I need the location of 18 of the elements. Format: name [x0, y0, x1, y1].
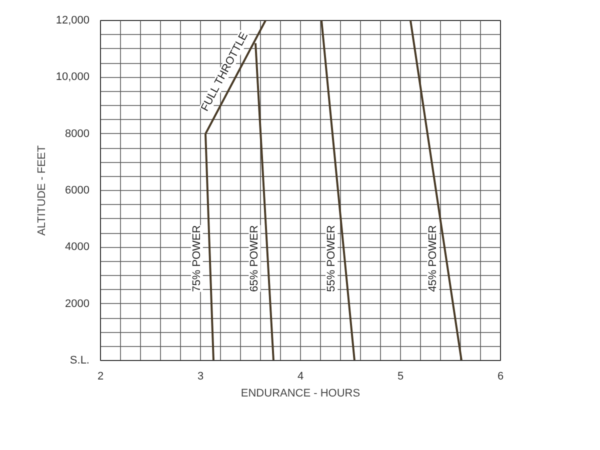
text: 75% POWER	[190, 225, 203, 292]
text: 45% POWER	[427, 225, 440, 292]
x-axis-title: ENDURANCE - HOURS	[240, 388, 360, 400]
x-tick-label: 3	[197, 370, 204, 382]
y-tick-label: 10,000	[56, 71, 90, 84]
y-tick-label: 6000	[65, 184, 90, 196]
y-tick-label: 2000	[65, 298, 90, 310]
text: 55% POWER	[326, 225, 338, 292]
y-tick-label: 4000	[65, 241, 90, 254]
text: 65% POWER	[248, 225, 261, 292]
y-axis-title: ALTITUDE - FEET	[36, 145, 48, 236]
y-tick-label: 8000	[65, 128, 90, 140]
x-tick-label: 2	[97, 370, 104, 382]
x-tick-label: 6	[497, 370, 504, 382]
y-tick-label: S.L.	[70, 354, 90, 366]
x-tick-label: 4	[297, 370, 304, 382]
x-tick-label: 5	[397, 370, 404, 382]
y-tick-label: 12,000	[56, 14, 90, 26]
